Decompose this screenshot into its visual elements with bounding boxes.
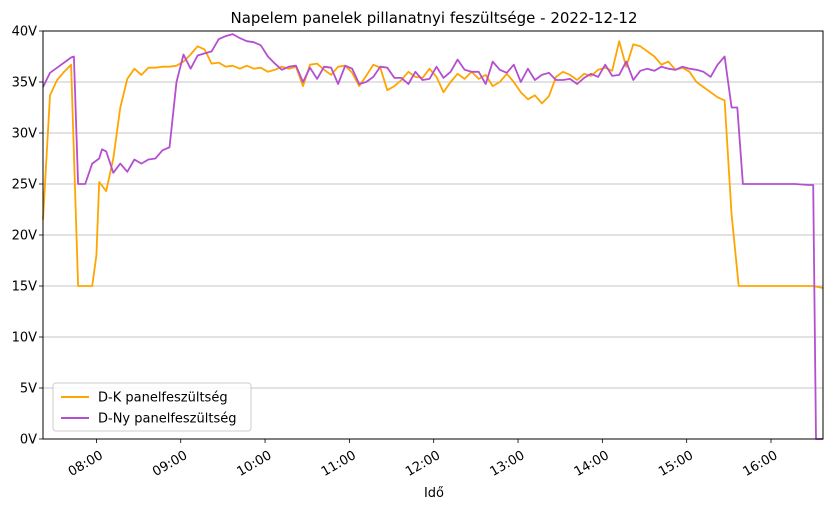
series-line-1 (42, 40, 824, 289)
y-tick-label: 40V (12, 25, 38, 40)
chart-title: Napelem panelek pillanatnyi feszültsége … (230, 9, 637, 27)
x-tick-label: 10:00 (235, 448, 275, 480)
y-tick-label: 15V (12, 280, 38, 295)
y-tick-label: 0V (20, 433, 37, 448)
legend-box (52, 382, 252, 432)
y-tick-label: 25V (12, 178, 38, 193)
x-tick-label: 16:00 (740, 448, 780, 480)
y-tick-label: 30V (12, 127, 38, 142)
y-tick-label: 5V (20, 382, 37, 397)
x-axis-label: Idő (424, 486, 444, 501)
y-tick-label: 10V (12, 331, 38, 346)
y-tick-label: 35V (12, 76, 38, 91)
x-tick-label: 11:00 (319, 448, 359, 480)
x-tick-label: 08:00 (66, 448, 106, 480)
legend: D-K panelfeszültség D-Ny panelfeszültség (52, 382, 252, 432)
series-layer (42, 33, 824, 440)
x-tick-label: 14:00 (572, 448, 612, 480)
x-tick-label: 13:00 (487, 448, 527, 480)
x-tick-label: 12:00 (403, 448, 443, 480)
x-tick-label: 15:00 (656, 448, 696, 480)
y-tick-label: 20V (12, 229, 38, 244)
x-tick-label: 09:00 (150, 448, 190, 480)
series-line-2 (42, 33, 823, 440)
legend-label-2: D-Ny panelfeszültség (98, 412, 236, 427)
grid-layer (43, 81, 823, 389)
legend-label-1: D-K panelfeszültség (98, 391, 228, 406)
